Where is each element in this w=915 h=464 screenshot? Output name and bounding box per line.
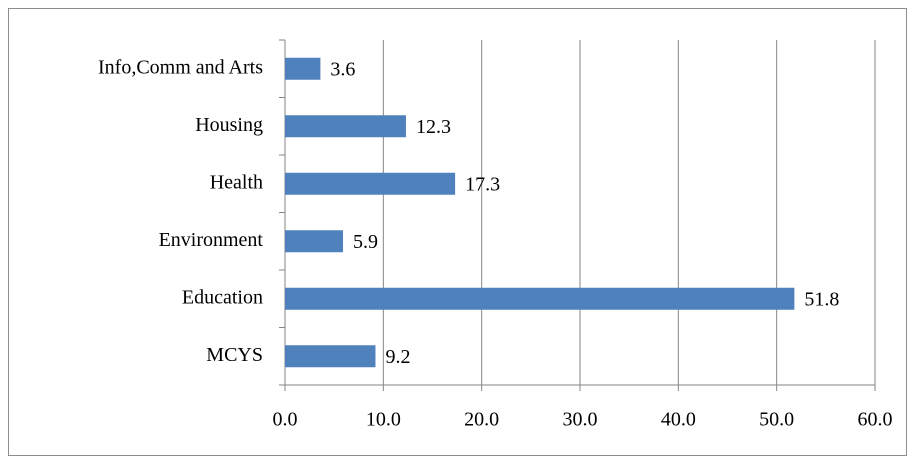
y-tick-label: MCYS xyxy=(206,344,263,366)
chart-border xyxy=(8,8,907,456)
bar xyxy=(285,287,795,310)
y-tick-label: Info,Comm and Arts xyxy=(98,56,263,78)
x-tick-label: 40.0 xyxy=(661,409,696,431)
data-label: 12.3 xyxy=(416,116,451,138)
x-tick-label: 20.0 xyxy=(464,409,499,431)
data-label: 51.8 xyxy=(804,288,839,310)
y-tick-label: Health xyxy=(210,171,263,193)
x-tick-label: 30.0 xyxy=(563,409,598,431)
x-tick-label: 0.0 xyxy=(273,409,298,431)
y-tick-label: Environment xyxy=(159,229,264,251)
y-tick-label: Education xyxy=(182,286,263,308)
data-label: 9.2 xyxy=(385,346,410,368)
bar xyxy=(285,57,321,80)
data-label: 5.9 xyxy=(353,231,378,253)
bar xyxy=(285,172,456,195)
y-tick-label: Housing xyxy=(195,114,263,136)
x-tick-label: 10.0 xyxy=(366,409,401,431)
bar xyxy=(285,345,376,368)
bar xyxy=(285,230,344,253)
x-tick-label: 60.0 xyxy=(858,409,893,431)
bar xyxy=(285,115,406,138)
data-label: 17.3 xyxy=(465,173,500,195)
data-label: 3.6 xyxy=(330,58,355,80)
x-tick-label: 50.0 xyxy=(759,409,794,431)
